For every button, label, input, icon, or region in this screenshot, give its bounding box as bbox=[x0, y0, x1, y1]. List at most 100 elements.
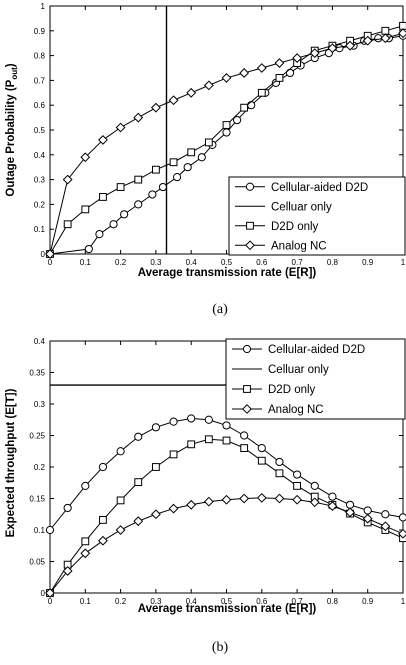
data-point-analog-nc bbox=[150, 509, 161, 520]
data-point-analog-nc bbox=[256, 63, 267, 73]
series-cellular-aided-d2d bbox=[45, 414, 406, 535]
data-point-analog-nc bbox=[274, 493, 285, 504]
data-point-d2d-only bbox=[152, 463, 160, 471]
data-point-cellular-aided-d2d bbox=[328, 492, 337, 501]
data-point-cellular-aided-d2d bbox=[172, 173, 182, 182]
data-point-cellular-aided-d2d bbox=[116, 447, 125, 456]
data-point-analog-nc bbox=[133, 112, 144, 123]
data-point-cellular-aided-d2d bbox=[398, 513, 406, 522]
caption: (a) bbox=[212, 302, 228, 317]
y-axis-label-subscript: out bbox=[10, 67, 19, 80]
x-tick-label: 0.3 bbox=[150, 258, 162, 267]
legend-entry: Cellular-aided D2D bbox=[268, 344, 365, 356]
y-tick-label: 0.05 bbox=[29, 558, 45, 567]
data-point-d2d-only bbox=[63, 220, 72, 229]
legend-entry: Cellular-aided D2D bbox=[271, 182, 368, 194]
data-point-d2d-only bbox=[116, 183, 125, 191]
x-tick-label: 0.9 bbox=[362, 258, 374, 267]
legend-entry: Celluar only bbox=[268, 364, 329, 376]
data-point-d2d-only bbox=[240, 444, 249, 452]
data-point-analog-nc bbox=[327, 43, 338, 54]
data-point-analog-nc bbox=[62, 174, 73, 185]
data-point-analog-nc bbox=[115, 525, 126, 535]
x-tick-label: 0.6 bbox=[256, 258, 268, 267]
legend-entry: Celluar only bbox=[271, 201, 332, 213]
x-tick-label: 0.9 bbox=[362, 597, 374, 606]
data-point-cellular-aided-d2d bbox=[222, 421, 231, 430]
x-tick-label: 1 bbox=[401, 597, 406, 606]
legend-marker bbox=[246, 221, 254, 230]
data-point-analog-nc bbox=[327, 501, 338, 511]
data-point-cellular-aided-d2d bbox=[84, 244, 93, 254]
y-tick-label: 0.2 bbox=[34, 463, 46, 472]
data-point-cellular-aided-d2d bbox=[285, 68, 295, 78]
data-point-analog-nc bbox=[168, 95, 179, 106]
data-point-cellular-aided-d2d bbox=[134, 200, 143, 209]
data-point-analog-nc bbox=[98, 135, 108, 145]
legend-entry: Analog NC bbox=[268, 404, 324, 416]
y-tick-label: 0.1 bbox=[34, 526, 46, 535]
x-tick-label: 0.1 bbox=[80, 597, 92, 606]
data-point-cellular-aided-d2d bbox=[247, 101, 256, 110]
legend-marker bbox=[243, 385, 251, 393]
data-point-analog-nc bbox=[186, 499, 197, 510]
data-point-d2d-only bbox=[187, 440, 196, 449]
data-point-analog-nc bbox=[274, 58, 285, 68]
series-analog-nc bbox=[45, 28, 406, 259]
x-tick-label: 0.2 bbox=[115, 597, 127, 606]
y-tick-label: 0.8 bbox=[34, 52, 46, 61]
data-point-analog-nc bbox=[133, 516, 144, 527]
data-point-d2d-only bbox=[257, 88, 266, 97]
data-point-analog-nc bbox=[203, 496, 214, 507]
data-point-d2d-only bbox=[293, 482, 302, 490]
data-point-d2d-only bbox=[169, 158, 178, 167]
legend-entry: D2D only bbox=[268, 384, 316, 396]
data-point-cellular-aided-d2d bbox=[240, 431, 249, 440]
legend-marker bbox=[245, 182, 255, 191]
data-point-analog-nc bbox=[292, 53, 303, 63]
y-axis-label-main: Outage Probability (P bbox=[5, 79, 17, 196]
data-point-d2d-only bbox=[240, 103, 249, 112]
data-point-cellular-aided-d2d bbox=[109, 220, 118, 229]
x-tick-label: 0.3 bbox=[150, 597, 162, 606]
data-point-d2d-only bbox=[399, 21, 406, 30]
data-point-d2d-only bbox=[275, 74, 284, 82]
y-tick-label: 0 bbox=[41, 589, 46, 598]
data-point-analog-nc bbox=[186, 87, 197, 98]
x-tick-label: 0 bbox=[48, 597, 53, 606]
legend-entry: D2D only bbox=[271, 221, 319, 233]
data-point-d2d-only bbox=[204, 138, 213, 147]
y-tick-label: 0.15 bbox=[29, 495, 45, 504]
series-d2d-only bbox=[46, 435, 406, 597]
y-tick-label: 1 bbox=[41, 2, 46, 11]
data-point-analog-nc bbox=[80, 548, 91, 559]
data-point-cellular-aided-d2d bbox=[345, 500, 355, 509]
y-tick-label: 0.3 bbox=[34, 400, 46, 409]
y-axis-label-end: ) bbox=[5, 63, 17, 67]
data-point-d2d-only bbox=[381, 26, 390, 35]
y-axis-label-main: Expected throughput (E[T]) bbox=[5, 388, 17, 537]
data-point-analog-nc bbox=[45, 588, 55, 598]
x-tick-label: 0.6 bbox=[256, 597, 268, 606]
data-point-cellular-aided-d2d bbox=[275, 457, 284, 467]
y-tick-label: 0.25 bbox=[29, 432, 45, 441]
chart-a: Outage Probability (Pout) Average transm… bbox=[5, 2, 406, 317]
data-point-analog-nc bbox=[115, 122, 126, 133]
data-point-cellular-aided-d2d bbox=[381, 510, 390, 519]
y-tick-label: 0.4 bbox=[34, 151, 46, 160]
x-axis-label: Average transmission rate (E[R]) bbox=[138, 267, 317, 279]
y-tick-label: 0.1 bbox=[34, 225, 46, 234]
x-tick-label: 0.5 bbox=[221, 597, 233, 606]
data-point-cellular-aided-d2d bbox=[81, 481, 90, 490]
data-point-analog-nc bbox=[239, 68, 250, 78]
data-point-analog-nc bbox=[345, 40, 355, 51]
data-point-d2d-only bbox=[81, 205, 90, 214]
data-point-analog-nc bbox=[221, 494, 232, 505]
data-point-analog-nc bbox=[239, 493, 250, 504]
x-tick-label: 0.8 bbox=[327, 258, 339, 267]
y-tick-label: 0.35 bbox=[29, 369, 45, 378]
data-point-d2d-only bbox=[116, 496, 125, 505]
legend-box bbox=[225, 338, 406, 420]
data-point-cellular-aided-d2d bbox=[204, 415, 213, 424]
series-analog-nc bbox=[45, 492, 406, 598]
